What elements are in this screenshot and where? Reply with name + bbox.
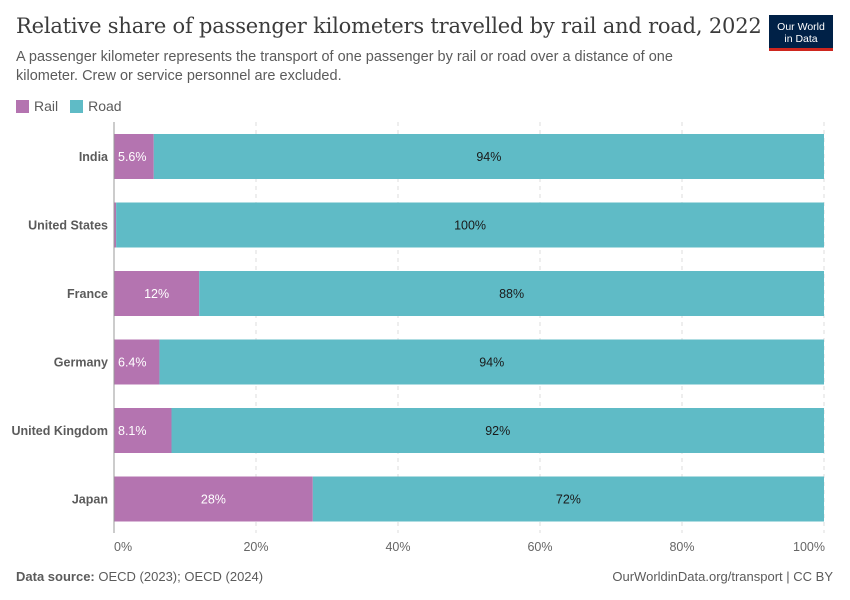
logo-line-1: Our World xyxy=(777,21,825,33)
x-tick-label: 80% xyxy=(669,540,694,554)
legend-swatch-road xyxy=(70,99,84,113)
bar-rail[interactable] xyxy=(114,339,160,385)
logo-line-2: in Data xyxy=(784,33,818,45)
bar-road[interactable] xyxy=(312,476,824,522)
category-label: India xyxy=(79,150,109,164)
x-tick-label: 0% xyxy=(114,540,132,554)
bar-rail[interactable] xyxy=(114,202,117,248)
data-label: 28% xyxy=(201,493,226,507)
bar-road[interactable] xyxy=(153,134,824,179)
chart-subtitle: A passenger kilometer represents the tra… xyxy=(16,49,673,84)
bar-road[interactable] xyxy=(199,271,824,316)
bar-road[interactable] xyxy=(159,339,824,385)
data-label: 100% xyxy=(454,219,486,233)
legend-item-road[interactable]: Road xyxy=(70,98,122,114)
bar-rail[interactable] xyxy=(114,134,154,179)
bar-rail[interactable] xyxy=(114,408,172,453)
bar-rail[interactable] xyxy=(114,476,313,522)
data-label: 12% xyxy=(144,287,169,301)
legend-swatch-rail xyxy=(16,99,29,113)
category-label: Japan xyxy=(72,493,108,507)
bar-rail[interactable] xyxy=(114,271,200,316)
data-source-label: Data source: xyxy=(16,569,95,584)
category-label: Germany xyxy=(54,356,108,370)
category-label: United Kingdom xyxy=(11,424,108,438)
x-tick-label: 20% xyxy=(243,540,268,554)
footer-url[interactable]: OurWorldinData.org/transport | CC BY xyxy=(612,569,833,584)
data-label: 72% xyxy=(556,493,581,507)
legend-label-road: Road xyxy=(88,98,122,114)
data-source: Data source: OECD (2023); OECD (2024) xyxy=(16,569,263,584)
chart-legend: Rail Road xyxy=(16,98,122,114)
data-label: 92% xyxy=(485,424,510,438)
x-tick-label: 60% xyxy=(527,540,552,554)
data-label: 5.6% xyxy=(118,150,147,164)
category-label: France xyxy=(67,287,108,301)
data-label: 94% xyxy=(479,356,504,370)
data-label: 88% xyxy=(499,287,524,301)
data-label: 8.1% xyxy=(118,424,147,438)
data-label: 94% xyxy=(476,150,501,164)
legend-item-rail[interactable]: Rail xyxy=(16,98,58,114)
x-tick-label: 40% xyxy=(385,540,410,554)
bar-road[interactable] xyxy=(116,202,824,248)
chart-title: Relative share of passenger kilometers t… xyxy=(16,14,762,38)
data-label: 6.4% xyxy=(118,356,147,370)
legend-label-rail: Rail xyxy=(34,98,59,114)
bar-road[interactable] xyxy=(171,408,824,453)
x-tick-label: 100% xyxy=(793,540,825,554)
data-source-text[interactable]: OECD (2023); OECD (2024) xyxy=(98,569,264,584)
owid-logo[interactable]: Our World in Data xyxy=(769,15,833,51)
category-label: United States xyxy=(28,219,108,233)
